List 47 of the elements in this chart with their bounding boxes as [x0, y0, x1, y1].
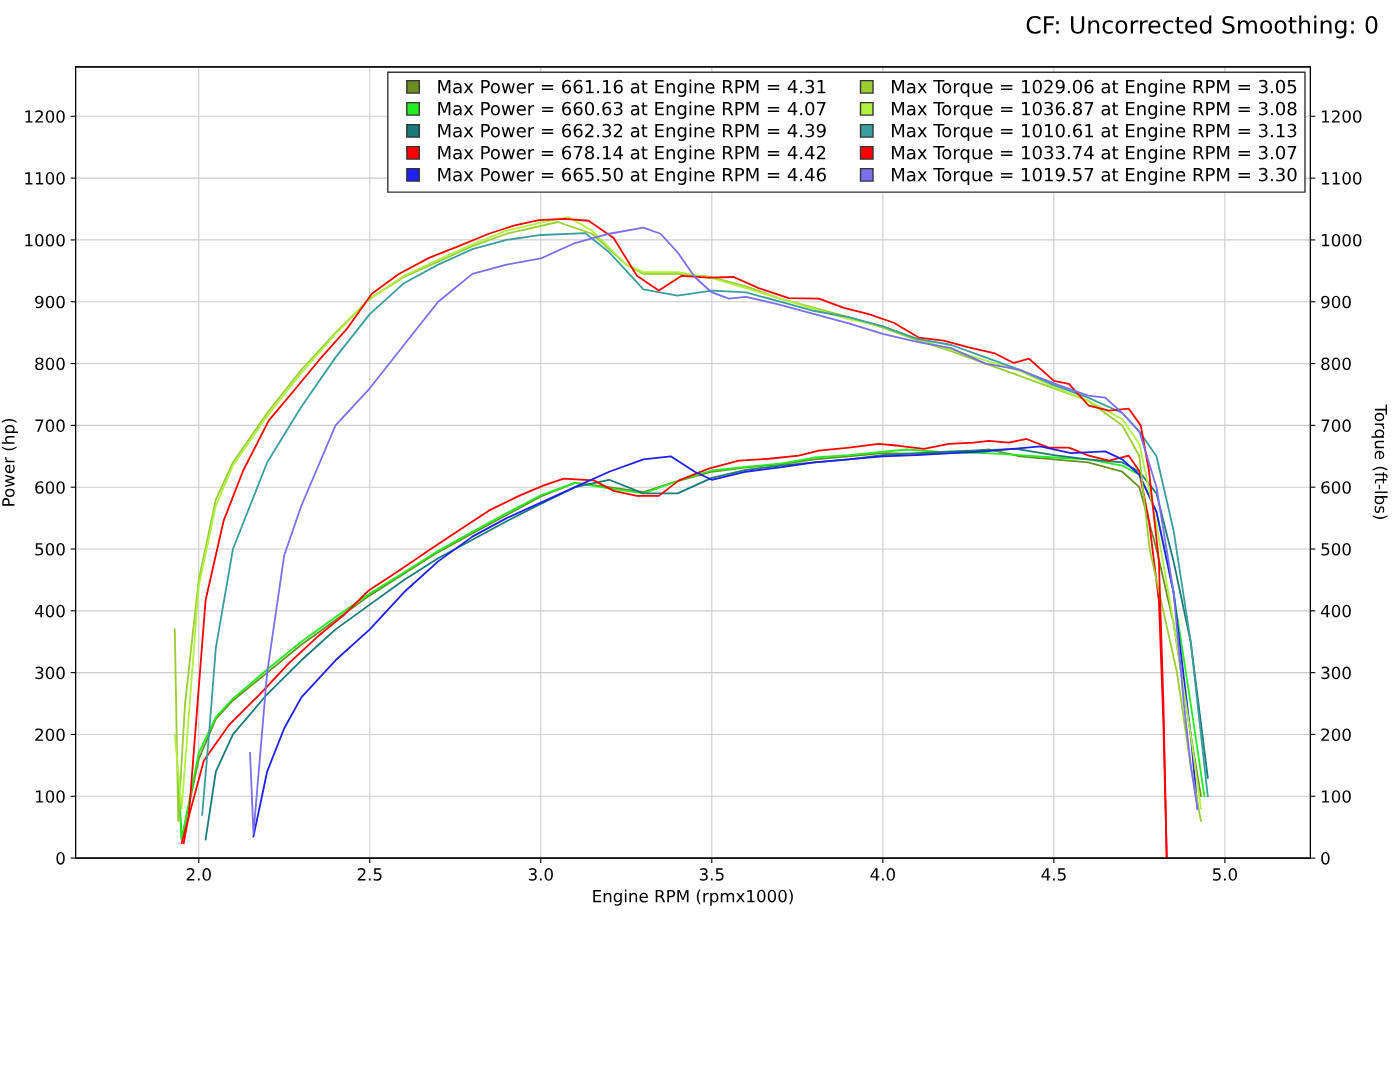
legend-label: Max Power = 678.14 at Engine RPM = 4.42 — [438, 145, 826, 163]
y-tick-label: 0 — [56, 852, 65, 865]
y-tick-label: 1100 — [25, 172, 65, 185]
x-tick-label: 2.5 — [357, 868, 382, 881]
y-tick-label: 500 — [35, 542, 65, 556]
y-tick-label: 900 — [35, 295, 65, 309]
x-tick-label: 4.5 — [1041, 868, 1066, 881]
y-tick-label: 100 — [35, 790, 65, 803]
y2-tick-label: 600 — [1321, 481, 1351, 494]
y2-tick-label: 1200 — [1321, 110, 1362, 123]
legend-label: Max Power = 662.32 at Engine RPM = 4.39 — [438, 123, 826, 141]
y-tick-label: 1000 — [25, 233, 65, 247]
y2-tick-label: 500 — [1321, 542, 1351, 556]
x-axis-title: Engine RPM (rpmx1000) — [593, 889, 793, 906]
y-tick-label: 800 — [35, 357, 65, 371]
x-tick-label: 2.0 — [186, 868, 211, 881]
y2-tick-label: 200 — [1321, 728, 1351, 742]
chart-subtitle: CF: Uncorrected Smoothing: 0 — [1026, 15, 1378, 39]
legend-label: Max Power = 665.50 at Engine RPM = 4.46 — [438, 167, 826, 185]
x-tick-label: 3.0 — [528, 868, 553, 881]
legend-label: Max Torque = 1029.06 at Engine RPM = 3.05 — [892, 79, 1297, 97]
legend-label: Max Torque = 1036.87 at Engine RPM = 3.08 — [892, 101, 1297, 119]
y2-tick-label: 1100 — [1321, 172, 1362, 185]
y2-tick-label: 700 — [1321, 419, 1351, 432]
y2-tick-label: 800 — [1321, 357, 1351, 371]
y2-tick-label: 100 — [1321, 790, 1351, 803]
legend-label: Max Power = 661.16 at Engine RPM = 4.31 — [438, 79, 826, 97]
x-tick-label: 5.0 — [1212, 868, 1238, 881]
y2-tick-label: 900 — [1321, 295, 1351, 309]
y-tick-label: 300 — [35, 666, 65, 680]
x-tick-label: 3.5 — [699, 868, 724, 881]
legend-label: Max Torque = 1019.57 at Engine RPM = 3.30 — [892, 167, 1297, 185]
y2-tick-label: 1000 — [1321, 233, 1362, 247]
y2-tick-label: 300 — [1321, 666, 1351, 680]
y2-tick-label: 400 — [1320, 604, 1351, 618]
y-tick-label: 700 — [35, 419, 65, 432]
y-axis-title: Power (hp) — [1, 418, 18, 506]
legend-label: Max Torque = 1033.74 at Engine RPM = 3.07 — [892, 145, 1297, 163]
y2-axis-title: Torque (ft-lbs) — [1371, 404, 1388, 519]
y-tick-label: 1200 — [25, 110, 65, 123]
y2-tick-label: 0 — [1321, 852, 1330, 865]
legend-label: Max Power = 660.63 at Engine RPM = 4.07 — [438, 101, 826, 119]
legend-label: Max Torque = 1010.61 at Engine RPM = 3.13 — [892, 123, 1297, 141]
x-tick-label: 4.0 — [870, 868, 895, 881]
y-tick-label: 600 — [35, 481, 65, 494]
y-tick-label: 400 — [34, 604, 65, 618]
y-tick-label: 200 — [35, 728, 65, 742]
